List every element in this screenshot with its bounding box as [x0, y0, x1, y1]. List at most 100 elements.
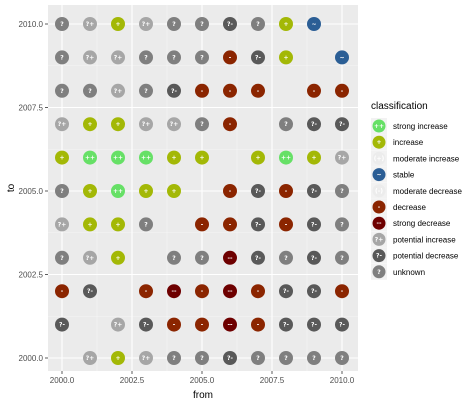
y-tick-label: 2002.5 [19, 271, 44, 280]
marker-circle [372, 216, 386, 230]
marker-point-unknown: ? [167, 250, 181, 265]
marker-glyph: + [87, 188, 92, 195]
marker-point-potential_decrease: ?- [223, 351, 237, 365]
marker-point-unknown: ? [335, 250, 349, 265]
marker-circle [335, 284, 349, 299]
marker-glyph: ? [340, 221, 344, 228]
marker-glyph: ? [144, 88, 148, 95]
marker-point-unknown: ? [195, 117, 209, 132]
marker-point-unknown: ? [279, 250, 293, 265]
marker-glyph: ?- [59, 322, 65, 329]
marker-circle [251, 184, 265, 198]
marker-point-decrease: - [55, 284, 69, 299]
marker-glyph: - [341, 88, 344, 95]
marker-point-potential_increase: ?+ [83, 250, 97, 265]
marker-circle [83, 150, 97, 165]
marker-circle [167, 250, 181, 265]
legend-title: classification [371, 101, 428, 112]
marker-glyph: ? [60, 88, 64, 95]
marker-point-increase: + [83, 184, 97, 198]
marker-circle [195, 117, 209, 132]
marker-circle [195, 317, 209, 332]
marker-point-potential_increase: ?+ [111, 83, 125, 98]
marker-legend-strong_increase: ++ [372, 119, 386, 133]
marker-glyph: ?- [311, 188, 317, 195]
marker-glyph: -- [228, 255, 233, 262]
marker-point-potential_decrease: ?- [335, 317, 349, 332]
marker-point-stable: ~ [307, 17, 321, 31]
marker-circle [279, 250, 293, 265]
marker-circle [139, 351, 153, 365]
marker-legend-moderate_increase: (+) [372, 151, 386, 165]
marker-point-potential_increase: ?+ [139, 351, 153, 365]
marker-point-unknown: ? [55, 17, 69, 31]
marker-circle [195, 217, 209, 232]
marker-glyph: ++ [374, 123, 384, 130]
marker-point-increase: + [139, 184, 153, 198]
marker-circle [195, 150, 209, 165]
marker-glyph: ? [200, 121, 204, 128]
marker-point-strong_increase: ++ [139, 150, 153, 165]
marker-circle [111, 351, 125, 365]
marker-point-strong_increase: ++ [111, 184, 125, 198]
marker-glyph: - [201, 288, 204, 295]
marker-point-unknown: ? [195, 17, 209, 31]
marker-point-increase: + [167, 184, 181, 198]
marker-glyph: - [229, 121, 232, 128]
marker-circle [167, 17, 181, 31]
marker-circle [307, 217, 321, 232]
marker-circle [139, 150, 153, 165]
marker-point-decrease: - [335, 83, 349, 98]
marker-circle [279, 150, 293, 165]
marker-glyph: ?+ [114, 88, 123, 95]
legend-label: strong increase [393, 122, 448, 131]
marker-circle [372, 184, 386, 198]
marker-point-strong_increase: ++ [83, 150, 97, 165]
marker-circle [139, 117, 153, 132]
marker-circle [279, 50, 293, 65]
marker-circle [251, 250, 265, 265]
marker-circle [279, 117, 293, 132]
marker-legend-moderate_decrease: (-) [372, 184, 386, 198]
marker-point-increase: + [279, 50, 293, 65]
marker-glyph: ?+ [114, 54, 123, 61]
marker-circle [83, 184, 97, 198]
marker-glyph: + [143, 188, 148, 195]
marker-glyph: ?- [255, 188, 261, 195]
marker-circle [167, 351, 181, 365]
marker-circle [167, 284, 181, 299]
marker-glyph: + [115, 355, 120, 362]
marker-point-unknown: ? [55, 250, 69, 265]
marker-point-unknown: ? [251, 17, 265, 31]
marker-point-strong_decrease: -- [223, 250, 237, 265]
marker-point-potential_decrease: ?- [335, 117, 349, 132]
marker-point-unknown: ? [307, 351, 321, 365]
marker-glyph: -- [228, 322, 233, 329]
marker-point-increase: + [111, 217, 125, 232]
marker-point-decrease: - [279, 217, 293, 232]
marker-point-unknown: ? [83, 83, 97, 98]
marker-circle [83, 217, 97, 232]
marker-circle [139, 284, 153, 299]
y-axis-title: to [6, 183, 17, 192]
marker-circle [83, 117, 97, 132]
marker-glyph: ? [172, 355, 176, 362]
marker-glyph: ? [200, 355, 204, 362]
marker-point-unknown: ? [251, 351, 265, 365]
marker-circle [372, 168, 386, 182]
marker-circle [83, 250, 97, 265]
marker-glyph: ? [200, 21, 204, 28]
marker-point-decrease: - [195, 284, 209, 299]
marker-point-increase: + [167, 150, 181, 165]
marker-glyph: ?- [283, 322, 289, 329]
marker-circle [372, 200, 386, 214]
marker-glyph: ?- [255, 255, 261, 262]
legend-label: moderate decrease [393, 187, 462, 196]
marker-glyph: ?- [255, 221, 261, 228]
marker-point-potential_decrease: ?- [251, 250, 265, 265]
marker-glyph: ?- [339, 121, 345, 128]
marker-glyph: ? [60, 188, 64, 195]
marker-point-stable: ~ [335, 50, 349, 65]
marker-glyph: ~ [376, 172, 381, 179]
